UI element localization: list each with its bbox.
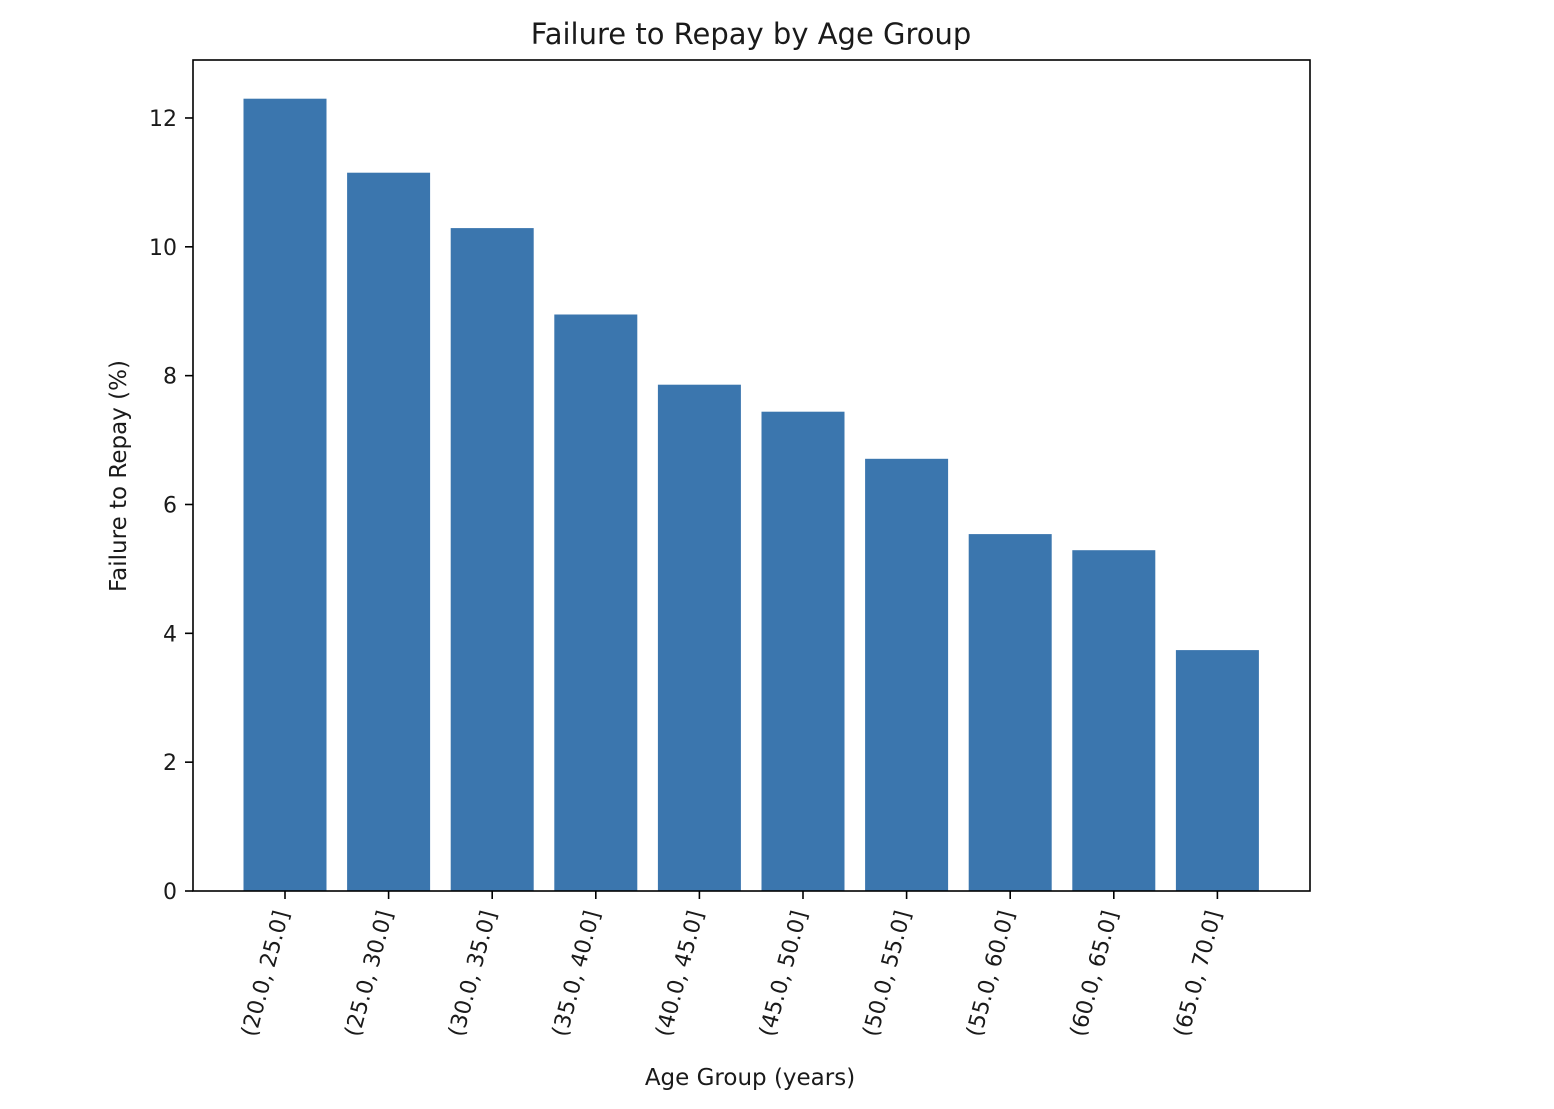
chart-title: Failure to Repay by Age Group bbox=[531, 17, 972, 51]
y-tick-label-5: 10 bbox=[149, 236, 177, 261]
x-tick-label-0: (20.0, 25.0] bbox=[237, 908, 295, 1039]
x-axis-label: Age Group (years) bbox=[645, 1065, 855, 1091]
bar-7 bbox=[968, 534, 1052, 891]
bar-2 bbox=[450, 228, 534, 892]
y-tick-label-0: 0 bbox=[163, 880, 177, 905]
plot-frame bbox=[192, 59, 1311, 892]
bar-1 bbox=[347, 172, 431, 891]
x-tick-label-9: (65.0, 70.0] bbox=[1170, 908, 1228, 1039]
y-axis-label: Failure to Repay (%) bbox=[106, 360, 132, 592]
bar-3 bbox=[554, 314, 638, 891]
x-tick-label-3: (35.0, 40.0] bbox=[548, 908, 606, 1039]
y-tick-label-3: 6 bbox=[163, 493, 177, 518]
bar-0 bbox=[243, 98, 327, 891]
x-tick-label-6: (50.0, 55.0] bbox=[859, 908, 917, 1039]
bar-5 bbox=[761, 411, 845, 891]
bars-group bbox=[243, 98, 1259, 892]
y-tick-label-6: 12 bbox=[149, 107, 177, 132]
bar-6 bbox=[865, 458, 949, 891]
x-tick-label-4: (40.0, 45.0] bbox=[652, 908, 710, 1039]
x-axis: (20.0, 25.0] (25.0, 30.0] (30.0, 35.0] (35.… bbox=[237, 891, 1227, 1039]
bar-8 bbox=[1072, 550, 1156, 891]
bar-9 bbox=[1175, 650, 1259, 891]
x-tick-label-8: (60.0, 65.0] bbox=[1066, 908, 1124, 1039]
x-tick-label-2: (30.0, 35.0] bbox=[444, 908, 502, 1039]
x-tick-label-5: (45.0, 50.0] bbox=[755, 908, 813, 1039]
x-tick-label-1: (25.0, 30.0] bbox=[341, 908, 399, 1039]
x-tick-label-7: (55.0, 60.0] bbox=[962, 908, 1020, 1039]
y-axis: 0 2 4 6 8 10 12 bbox=[149, 107, 193, 905]
y-tick-label-4: 8 bbox=[163, 365, 177, 390]
y-tick-label-2: 4 bbox=[163, 622, 177, 647]
bar-4 bbox=[657, 384, 741, 891]
y-tick-label-1: 2 bbox=[163, 751, 177, 776]
